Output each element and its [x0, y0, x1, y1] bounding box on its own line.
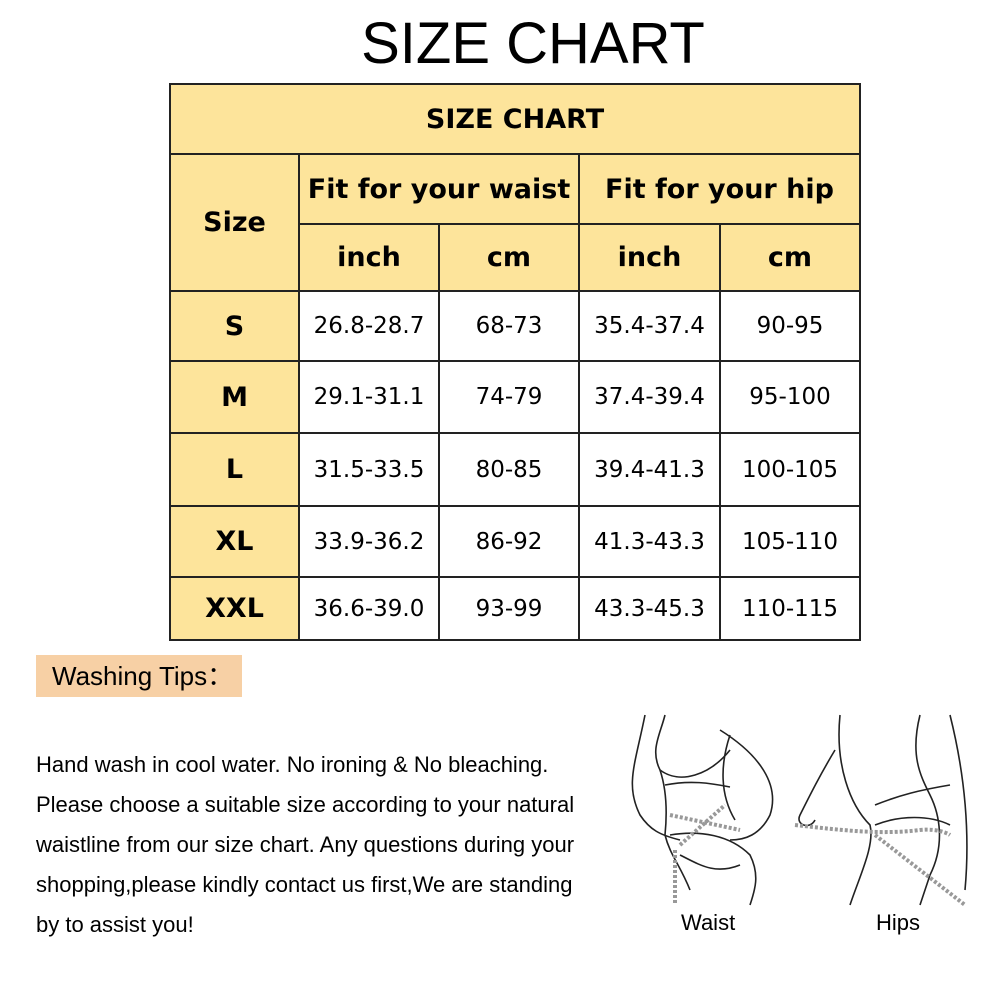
table-cell: 31.5-33.5 [298, 432, 440, 507]
table-cell: 90-95 [719, 290, 861, 362]
size-cell: L [169, 432, 300, 507]
washing-tips-heading: Washing Tips： [36, 655, 242, 697]
table-cell: 100-105 [719, 432, 861, 507]
table-cell: 95-100 [719, 360, 861, 434]
waist-header: Fit for your waist [298, 153, 580, 225]
table-row: M 29.1-31.1 74-79 37.4-39.4 95-100 [169, 360, 861, 434]
table-cell: 68-73 [438, 290, 580, 362]
size-cell: XXL [169, 576, 300, 641]
table-cell: 37.4-39.4 [578, 360, 721, 434]
measuring-illustration [631, 714, 968, 907]
table-caption: SIZE CHART [169, 83, 861, 155]
size-header: Size [169, 153, 300, 292]
table-cell: 86-92 [438, 505, 580, 578]
table-row: S 26.8-28.7 68-73 35.4-37.4 90-95 [169, 290, 861, 362]
table-cell: 105-110 [719, 505, 861, 578]
unit-header: cm [438, 223, 580, 292]
page-title: SIZE CHART [361, 11, 705, 76]
unit-header: inch [298, 223, 440, 292]
size-cell: M [169, 360, 300, 434]
table-row: XL 33.9-36.2 86-92 41.3-43.3 105-110 [169, 505, 861, 578]
table-cell: 43.3-45.3 [578, 576, 721, 641]
tips-line: by to assist you! [36, 912, 194, 937]
table-cell: 93-99 [438, 576, 580, 641]
table-cell: 36.6-39.0 [298, 576, 440, 641]
table-row: XXL 36.6-39.0 93-99 43.3-45.3 110-115 [169, 576, 861, 641]
washing-tips-text: Hand wash in cool water. No ironing & No… [36, 745, 616, 945]
size-cell: XL [169, 505, 300, 578]
tips-line: waistline from our size chart. Any quest… [36, 832, 575, 857]
hip-header: Fit for your hip [578, 153, 861, 225]
unit-header: inch [578, 223, 721, 292]
tips-line: shopping,please kindly contact us first,… [36, 872, 573, 897]
table-cell: 74-79 [438, 360, 580, 434]
table-cell: 110-115 [719, 576, 861, 641]
table-cell: 80-85 [438, 432, 580, 507]
size-chart-table: SIZE CHART Size Fit for your waist Fit f… [169, 83, 861, 641]
table-row: L 31.5-33.5 80-85 39.4-41.3 100-105 [169, 432, 861, 507]
table-cell: 29.1-31.1 [298, 360, 440, 434]
tips-line: Hand wash in cool water. No ironing & No… [36, 752, 549, 777]
waist-label: Waist [681, 910, 736, 935]
table-cell: 33.9-36.2 [298, 505, 440, 578]
table-cell: 41.3-43.3 [578, 505, 721, 578]
waist-figure-icon [631, 714, 774, 906]
table-cell: 35.4-37.4 [578, 290, 721, 362]
hips-label: Hips [876, 910, 921, 935]
size-cell: S [169, 290, 300, 362]
tips-line: Please choose a suitable size according … [36, 792, 575, 817]
unit-header: cm [719, 223, 861, 292]
table-cell: 26.8-28.7 [298, 290, 440, 362]
table-cell: 39.4-41.3 [578, 432, 721, 507]
hips-figure-icon [794, 714, 968, 907]
